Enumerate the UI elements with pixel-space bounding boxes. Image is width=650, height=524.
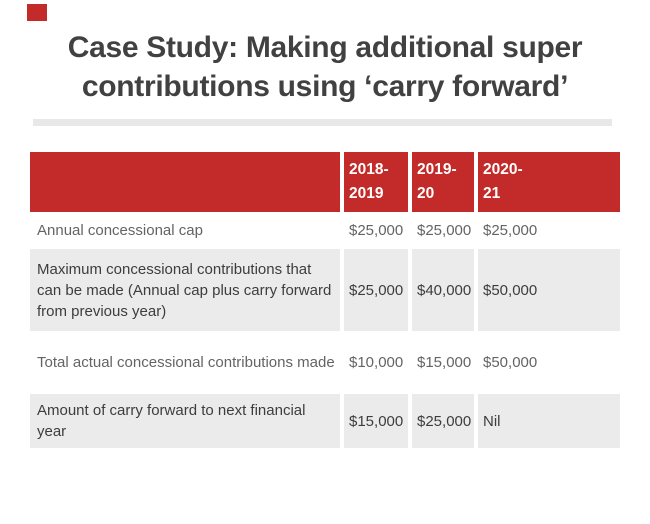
table-header-row: 2018-2019 2019-20 2020-21 [30, 152, 620, 212]
cell-value: $50,000 [483, 281, 538, 299]
cell-value: $40,000 [412, 249, 478, 331]
cell-value: $15,000 [412, 333, 478, 392]
cell-value: $25,000 [483, 222, 538, 239]
header-cell-empty [30, 152, 344, 212]
header-cell-2018-2019: 2018-2019 [344, 152, 412, 212]
table-row: Annual concessional cap $25,000 $25,000 … [30, 212, 620, 247]
header-cell-2019-20: 2019-20 [412, 152, 478, 212]
cell-value: $15,000 [344, 394, 412, 448]
page-title: Case Study: Making additional super cont… [67, 31, 583, 103]
table-row: Amount of carry forward to next financia… [30, 392, 620, 448]
cell-value: $50,000 [483, 354, 538, 371]
cell-value: $25,000 [412, 394, 478, 448]
header-cell-2020-21: 2020-21 [478, 152, 620, 212]
column-header-label: 2019-20 [417, 161, 457, 202]
case-study-table: 2018-2019 2019-20 2020-21 Annual concess… [30, 152, 620, 448]
title-divider [33, 119, 612, 126]
row-label: Maximum concessional contributions that … [30, 249, 344, 331]
column-header-label: 2018-2019 [349, 161, 389, 202]
cell-value: Nil [483, 412, 501, 430]
row-label: Amount of carry forward to next financia… [30, 394, 344, 448]
row-label: Annual concessional cap [30, 214, 344, 247]
table-row: Total actual concessional contributions … [30, 331, 620, 392]
cell-value: $25,000 [344, 249, 412, 331]
cell-value: $25,000 [412, 214, 478, 247]
brand-accent-square [27, 4, 47, 21]
column-header-label: 2020-21 [483, 161, 523, 202]
cell-value: $10,000 [344, 333, 412, 392]
row-label: Total actual concessional contributions … [30, 333, 344, 392]
cell-value: $25,000 [344, 214, 412, 247]
table-row: Maximum concessional contributions that … [30, 247, 620, 331]
